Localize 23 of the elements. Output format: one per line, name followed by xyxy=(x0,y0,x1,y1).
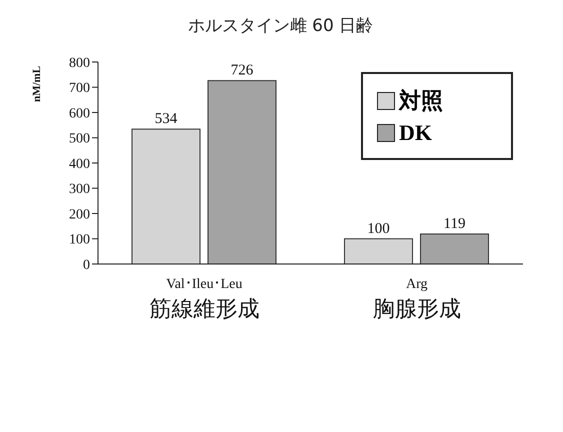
y-tick-label: 800 xyxy=(69,56,90,71)
y-tick-label: 300 xyxy=(69,182,90,198)
y-tick-label: 600 xyxy=(69,106,90,122)
data-label: 726 xyxy=(230,62,254,79)
chart-title: ホルスタイン雌 60 日齢 xyxy=(186,15,374,38)
bar xyxy=(420,233,489,264)
bar xyxy=(344,238,413,264)
bar xyxy=(132,128,200,264)
bar xyxy=(208,80,276,264)
x-tick-label: Arg 胸腺形成 xyxy=(372,277,461,322)
data-label: 119 xyxy=(444,216,466,232)
legend-label: 対照 xyxy=(399,88,443,116)
y-tick-label: 100 xyxy=(69,232,90,248)
legend-label: DK xyxy=(399,120,432,146)
data-label: 534 xyxy=(154,111,178,128)
y-tick-label: 400 xyxy=(69,156,90,172)
y-tick-label: 0 xyxy=(83,258,90,273)
y-tick-label: 700 xyxy=(69,81,90,96)
y-tick-label: 500 xyxy=(69,132,90,147)
x-tick-label: Val･Ileu･Leu 筋線維形成 xyxy=(149,277,260,322)
y-tick-label: 200 xyxy=(69,207,90,222)
y-axis-title: nM/mL xyxy=(31,66,43,102)
data-label: 100 xyxy=(367,220,390,237)
